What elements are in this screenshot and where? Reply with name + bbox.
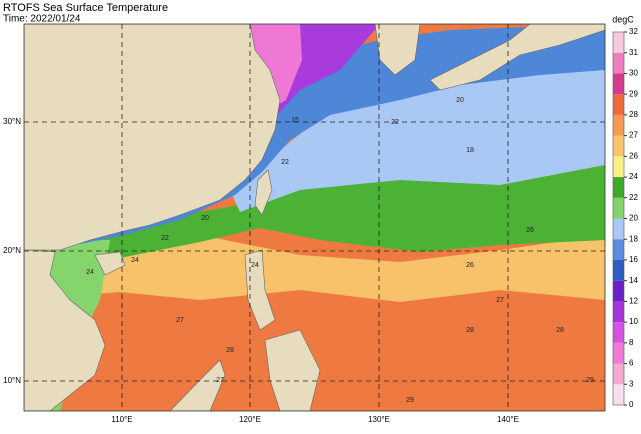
colorbar-tick-label: 3 (629, 379, 634, 388)
title: RTOFS Sea Surface Temperature (3, 2, 168, 14)
lat-label: 30°N (3, 117, 21, 126)
map-frame (23, 23, 606, 412)
lon-label: 140°E (497, 415, 519, 424)
contour-label: 26 (526, 227, 534, 234)
colorbar-tick-label: 29 (629, 89, 638, 98)
contour-label: 28 (466, 327, 474, 334)
contour-label: 24 (251, 262, 259, 269)
time-label: Time: 2022/01/24 (3, 14, 81, 25)
colorbar-tick-label: 22 (629, 193, 638, 202)
contour-label: 27 (496, 297, 504, 304)
colorbar-segment (613, 363, 624, 385)
lon-label: 110°E (111, 415, 132, 424)
land (24, 24, 605, 411)
contour-label: 28 (556, 327, 564, 334)
colorbar-tick-label: 14 (629, 276, 638, 285)
colorbar-tick-label: 28 (629, 110, 638, 119)
contour-label: 27 (176, 317, 184, 324)
contour-label: 18 (466, 147, 474, 154)
colorbar-segment (613, 135, 624, 157)
colorbar-tick-label: 0 (629, 400, 634, 409)
colorbar-segment (613, 301, 624, 323)
contour-label: 20 (456, 97, 464, 104)
sst-band (230, 60, 605, 212)
colorbar-segment (613, 52, 624, 74)
colorbar-segment (613, 197, 624, 219)
colorbar-tick-label: 10 (629, 317, 638, 326)
colorbar-segment (613, 259, 624, 281)
colorbar-segment (613, 280, 624, 302)
contour-label: 26 (466, 262, 474, 269)
colorbar-segment (613, 177, 624, 198)
colorbar-segment (613, 322, 624, 343)
colorbar-segment (613, 384, 624, 405)
lat-label: 20°N (3, 246, 21, 255)
colorbar-segment (613, 218, 624, 240)
lon-label: 130°E (368, 415, 390, 424)
colorbar-tick-label: 12 (629, 296, 638, 305)
colorbar-segment (613, 94, 624, 115)
lon-label: 120°E (239, 415, 261, 424)
contour-label: 15 (291, 117, 299, 124)
colorbar-segment (613, 239, 624, 260)
contour-label: 22 (161, 235, 169, 242)
colorbar-tick-label: 8 (629, 338, 634, 347)
colorbar-segment (613, 32, 624, 53)
colorbar-segment (613, 114, 624, 136)
colorbar-tick-label: 32 (629, 27, 638, 36)
contour-label: 27 (216, 377, 224, 384)
colorbar-label: degC (612, 14, 634, 24)
contour-label: 20 (201, 215, 209, 222)
colorbar-segment (613, 156, 624, 178)
colorbar-tick-label: 30 (629, 69, 638, 78)
colorbar-segment (613, 342, 624, 364)
colorbar-tick-label: 20 (629, 214, 638, 223)
contour-label: 22 (281, 159, 289, 166)
sst-band (24, 160, 605, 262)
colorbar-tick-label: 26 (629, 151, 638, 160)
contour-label: 29 (406, 397, 414, 404)
colorbar-segment (613, 73, 624, 95)
lat-label: 10°N (3, 376, 21, 385)
colorbar-tick-label: 18 (629, 234, 638, 243)
colorbar-tick-label: 16 (629, 255, 638, 264)
sst-band (240, 24, 302, 112)
contour-label: 28 (226, 347, 234, 354)
colorbar-tick-label: 6 (629, 359, 634, 368)
colorbar-tick-label: 24 (629, 172, 638, 181)
contour-label: 29 (586, 377, 594, 384)
contour-label: 24 (86, 269, 94, 276)
contour-label: 24 (131, 257, 139, 264)
colorbar-tick-label: 27 (629, 131, 638, 140)
colorbar-tick-label: 31 (629, 48, 638, 57)
sst-band (24, 235, 605, 302)
